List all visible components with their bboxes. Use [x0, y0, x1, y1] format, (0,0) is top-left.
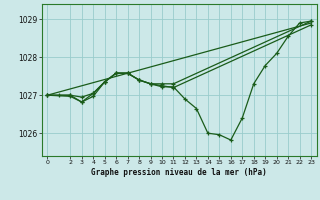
X-axis label: Graphe pression niveau de la mer (hPa): Graphe pression niveau de la mer (hPa)	[91, 168, 267, 177]
